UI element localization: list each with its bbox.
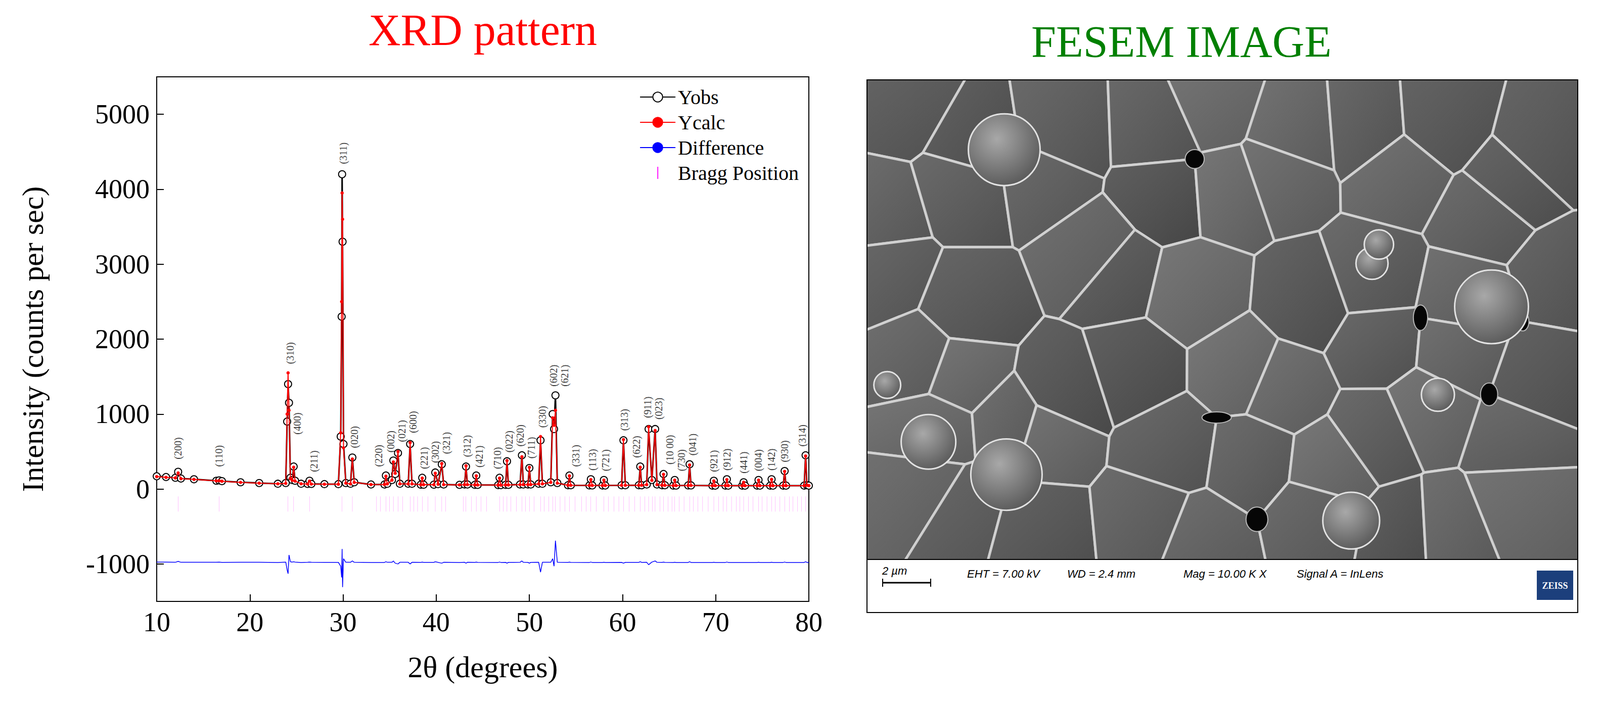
svg-text:(710): (710) <box>491 447 504 470</box>
html-text:XRD pattern: XRD pattern <box>368 5 598 55</box>
svg-text:Mag = 10.00 K X: Mag = 10.00 K X <box>1183 567 1268 581</box>
svg-text:(221): (221) <box>418 447 431 470</box>
svg-text:(421): (421) <box>473 445 486 468</box>
svg-text:(113): (113) <box>586 448 599 471</box>
svg-text:(312): (312) <box>461 435 474 457</box>
svg-text:(912): (912) <box>721 448 734 471</box>
svg-text:70: 70 <box>702 607 730 638</box>
svg-text:(021): (021) <box>396 420 408 442</box>
svg-text:(020): (020) <box>348 426 361 448</box>
svg-text:(022): (022) <box>503 430 516 453</box>
svg-text:80: 80 <box>795 607 823 638</box>
svg-text:(313): (313) <box>618 408 631 431</box>
svg-text:FESEM IMAGE: FESEM IMAGE <box>1031 17 1332 67</box>
svg-text:5000: 5000 <box>95 99 150 130</box>
svg-text:(311): (311) <box>337 142 350 165</box>
svg-text:(730): (730) <box>675 449 688 472</box>
svg-text:50: 50 <box>515 607 543 638</box>
svg-text:(602): (602) <box>547 364 560 387</box>
svg-text:WD = 2.4 mm: WD = 2.4 mm <box>1067 567 1136 581</box>
svg-text:3000: 3000 <box>95 249 150 280</box>
svg-text:1000: 1000 <box>95 398 150 430</box>
svg-text:(331): (331) <box>570 444 582 467</box>
svg-text:(314): (314) <box>796 424 809 447</box>
svg-text:(220): (220) <box>373 444 385 467</box>
svg-text:2000: 2000 <box>95 324 150 355</box>
svg-text:20: 20 <box>236 607 264 638</box>
svg-text:(600): (600) <box>407 410 420 433</box>
svg-text:0: 0 <box>135 474 150 505</box>
svg-text:60: 60 <box>608 607 636 638</box>
svg-text:(330): (330) <box>536 405 549 428</box>
svg-text:(321): (321) <box>440 432 453 454</box>
svg-text:(10 00): (10 00) <box>664 435 676 465</box>
svg-text:(002): (002) <box>385 430 397 453</box>
svg-text:EHT = 7.00 kV: EHT = 7.00 kV <box>967 567 1041 581</box>
svg-text:(110): (110) <box>213 445 225 468</box>
svg-text:2 µm: 2 µm <box>881 564 907 578</box>
svg-text:(711): (711) <box>525 437 538 460</box>
svg-text:4000: 4000 <box>95 173 150 205</box>
svg-text:Difference: Difference <box>677 136 764 160</box>
svg-text:(911): (911) <box>642 396 654 419</box>
svg-text:(621): (621) <box>559 364 571 387</box>
svg-text:(622): (622) <box>630 435 643 458</box>
svg-text:(310): (310) <box>284 342 297 364</box>
svg-text:(023): (023) <box>653 397 665 420</box>
svg-text:30: 30 <box>329 607 357 638</box>
svg-text:(041): (041) <box>687 433 699 456</box>
svg-text:(930): (930) <box>779 440 791 463</box>
svg-text:(721): (721) <box>600 449 612 472</box>
svg-text:(921): (921) <box>708 450 720 473</box>
svg-text:(142): (142) <box>765 448 778 471</box>
svg-text:40: 40 <box>422 607 450 638</box>
svg-text:Ycalc: Ycalc <box>677 111 725 134</box>
svg-text:(620): (620) <box>514 424 527 447</box>
svg-text:(211): (211) <box>308 450 320 473</box>
svg-text:(441): (441) <box>738 451 750 474</box>
svg-text:(302): (302) <box>429 441 442 464</box>
svg-text:-1000: -1000 <box>85 549 150 580</box>
svg-text:Bragg Position: Bragg Position <box>677 161 799 185</box>
svg-text:Signal A = InLens: Signal A = InLens <box>1296 567 1384 581</box>
svg-text:(200): (200) <box>172 437 185 460</box>
svg-text:ZEISS: ZEISS <box>1541 580 1568 591</box>
svg-text:(004): (004) <box>752 449 765 472</box>
svg-text:Yobs: Yobs <box>677 85 719 109</box>
svg-text:Intensity (counts per sec): Intensity (counts per sec) <box>16 186 50 493</box>
svg-text:(400): (400) <box>291 412 304 435</box>
svg-text:10: 10 <box>143 607 171 638</box>
svg-text:2θ (degrees): 2θ (degrees) <box>407 650 559 684</box>
